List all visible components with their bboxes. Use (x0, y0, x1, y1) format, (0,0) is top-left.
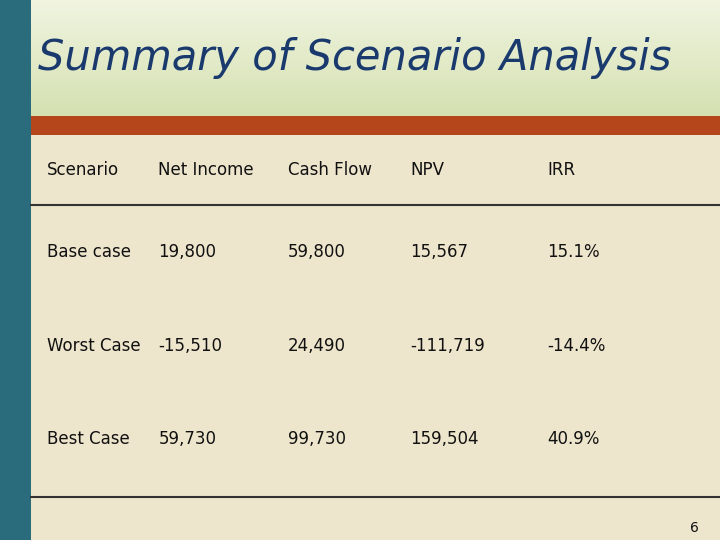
Text: Net Income: Net Income (158, 161, 254, 179)
Bar (0, 114, 720, 116)
Text: 99,730: 99,730 (288, 430, 346, 448)
Bar (0, 11, 720, 14)
Text: 6: 6 (690, 521, 698, 535)
Text: 59,730: 59,730 (158, 430, 217, 448)
Text: Worst Case: Worst Case (47, 336, 140, 355)
Bar (0, 58, 720, 60)
Bar (0, 44, 720, 46)
Text: 59,800: 59,800 (288, 243, 346, 261)
Bar (0, 97, 720, 99)
Text: Cash Flow: Cash Flow (288, 161, 372, 179)
Bar (0, 52, 720, 54)
Text: IRR: IRR (547, 161, 575, 179)
Bar (0, 106, 720, 109)
Bar (0, 25, 720, 27)
Bar (0, 64, 720, 66)
Text: -15,510: -15,510 (158, 336, 222, 355)
Bar (0, 89, 720, 91)
Text: -111,719: -111,719 (410, 336, 485, 355)
Bar (0, 49, 720, 50)
Text: Base case: Base case (47, 243, 131, 261)
Bar (0, 17, 720, 19)
Bar (0, 76, 720, 77)
Bar (0, 16, 720, 17)
Bar (0, 105, 720, 106)
Bar (0, 109, 720, 110)
Bar (0, 83, 720, 85)
Bar (0, 85, 720, 87)
Bar (0, 135, 720, 540)
Text: 24,490: 24,490 (288, 336, 346, 355)
Bar (0, 54, 720, 56)
Bar (0, 95, 720, 97)
Bar (0, 70, 720, 72)
Bar (0, 21, 720, 23)
Bar (0, 27, 720, 29)
Bar (0, 0, 31, 540)
Bar (0, 103, 720, 105)
Bar (0, 31, 720, 33)
Bar (0, 43, 720, 44)
Bar (0, 68, 720, 70)
Bar (0, 112, 720, 114)
Bar (0, 29, 720, 31)
Bar (0, 93, 720, 95)
Text: -14.4%: -14.4% (547, 336, 606, 355)
Bar (0, 62, 720, 64)
Bar (0, 81, 720, 83)
Text: Scenario: Scenario (47, 161, 119, 179)
Bar (0, 91, 720, 93)
Bar (0, 116, 720, 135)
Bar (0, 8, 720, 10)
Text: 40.9%: 40.9% (547, 430, 600, 448)
Bar (0, 46, 720, 49)
Bar (0, 79, 720, 81)
Bar (0, 60, 720, 62)
Bar (0, 14, 720, 16)
Bar (0, 35, 720, 37)
Text: 15.1%: 15.1% (547, 243, 600, 261)
Bar (0, 100, 720, 103)
Bar (0, 40, 720, 43)
Text: Summary of Scenario Analysis: Summary of Scenario Analysis (38, 37, 672, 79)
Bar (0, 39, 720, 40)
Bar (0, 23, 720, 25)
Text: NPV: NPV (410, 161, 444, 179)
Bar (0, 66, 720, 68)
Bar (0, 77, 720, 79)
Text: 159,504: 159,504 (410, 430, 479, 448)
Text: 19,800: 19,800 (158, 243, 217, 261)
Bar (0, 6, 720, 8)
Bar (0, 37, 720, 39)
Bar (0, 10, 720, 11)
Bar (0, 50, 720, 52)
Bar (0, 110, 720, 112)
Bar (0, 73, 720, 76)
Bar (0, 87, 720, 89)
Bar (0, 19, 720, 21)
Bar (0, 99, 720, 100)
Bar (0, 2, 720, 4)
Text: Best Case: Best Case (47, 430, 130, 448)
Bar (0, 33, 720, 35)
Bar (0, 56, 720, 58)
Bar (0, 4, 720, 6)
Bar (0, 72, 720, 73)
Text: 15,567: 15,567 (410, 243, 469, 261)
Bar (0, 0, 720, 2)
